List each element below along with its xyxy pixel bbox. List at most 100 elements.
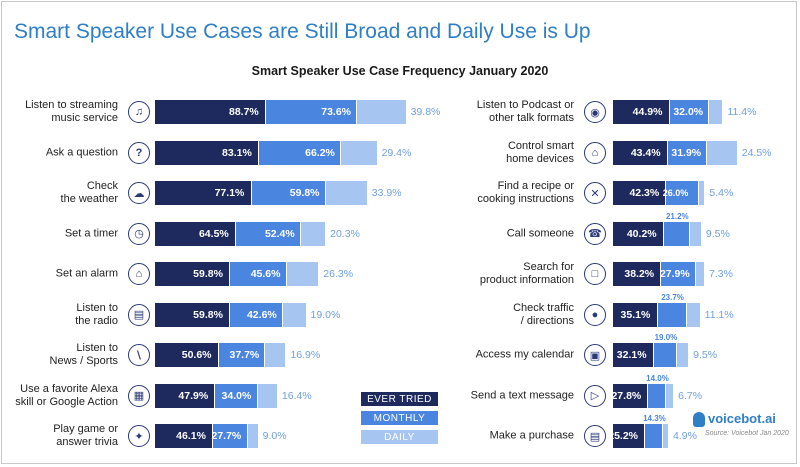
bar-monthly-play-game-or-answer-trivia <box>212 424 247 448</box>
timer-icon: ◷ <box>128 222 150 245</box>
bar-daily-check-the-weather <box>324 181 367 205</box>
bar-monthly-send-a-text-message <box>647 383 665 408</box>
value-label-daily-control-smart-home-devices: 24.5% <box>741 146 772 159</box>
bar-ever-tried-listen-to-the-radio <box>155 302 230 327</box>
bar-ever-tried-set-a-timer <box>155 221 235 246</box>
bar-ever-tried-listen-to-podcast-or-other-talk-formats <box>613 100 669 124</box>
bar-daily-check-traffic-directions <box>685 302 700 327</box>
bar-ever-tried-check-the-weather <box>155 181 251 205</box>
bar-daily-control-smart-home-devices <box>706 140 737 165</box>
bar-daily-search-for-product-information <box>694 262 704 286</box>
value-label-ever-tried-use-a-favorite-alexa-skill-or-google-action: 47.9% <box>178 389 209 402</box>
value-label-monthly-access-my-calendar: 19.0% <box>654 333 678 342</box>
utensils-icon: ✕ <box>584 182 606 204</box>
value-label-ever-tried-play-game-or-answer-trivia: 46.1% <box>176 430 206 442</box>
puzzle-icon: ✦ <box>128 425 150 447</box>
smart-home-icon: ⌂ <box>584 141 606 164</box>
category-label-access-my-calendar: Access my calendar <box>475 348 574 361</box>
value-label-daily-find-a-recipe-or-cooking-instructions: 5.4% <box>709 187 734 199</box>
bar-monthly-search-for-product-information <box>660 262 695 286</box>
value-label-daily-make-a-purchase: 4.9% <box>673 430 697 442</box>
value-label-monthly-listen-to-news-sports: 37.7% <box>229 349 260 361</box>
legend-daily: DAILY <box>361 430 438 444</box>
bar-daily-listen-to-the-radio <box>281 302 306 327</box>
value-label-ever-tried-ask-a-question: 83.1% <box>222 146 252 159</box>
bar-ever-tried-access-my-calendar <box>613 343 653 367</box>
bar-monthly-set-an-alarm <box>229 262 286 286</box>
category-label-set-a-timer: Set a timer <box>64 227 118 239</box>
bar-monthly-check-the-weather <box>250 181 325 205</box>
value-label-monthly-check-traffic-directions: 23.7% <box>661 292 684 302</box>
page-title: Smart Speaker Use Cases are Still Broad … <box>14 20 591 43</box>
phone-icon: ☎ <box>584 222 606 245</box>
category-label-control-smart-home-devices: Control smart home devices <box>506 139 574 165</box>
value-label-daily-check-traffic-directions: 11.1% <box>704 308 734 321</box>
legend-monthly: MONTHLY <box>361 411 438 425</box>
map-pin-icon: ● <box>584 303 606 326</box>
bar-monthly-control-smart-home-devices <box>666 140 707 165</box>
value-label-daily-check-the-weather: 33.9% <box>371 187 402 199</box>
value-label-daily-listen-to-news-sports: 16.9% <box>290 349 321 361</box>
category-label-set-an-alarm: Set an alarm <box>55 267 118 280</box>
value-label-daily-set-a-timer: 20.3% <box>330 227 360 240</box>
calendar-icon: ▣ <box>584 344 606 366</box>
value-label-ever-tried-listen-to-the-radio: 59.8% <box>193 308 223 321</box>
shopping-bag-icon: □ <box>584 263 606 285</box>
value-label-daily-listen-to-podcast-or-other-talk-formats: 11.4% <box>727 106 757 118</box>
value-label-ever-tried-find-a-recipe-or-cooking-instructions: 42.3% <box>629 187 660 199</box>
bar-ever-tried-make-a-purchase <box>613 424 645 448</box>
value-label-monthly-set-a-timer: 52.4% <box>264 227 295 240</box>
value-label-daily-access-my-calendar: 9.5% <box>693 349 718 361</box>
value-label-monthly-play-game-or-answer-trivia: 27.7% <box>211 430 242 442</box>
category-label-listen-to-podcast-or-other-talk-formats: Listen to Podcast or other talk formats <box>476 99 574 124</box>
value-label-daily-call-someone: 9.5% <box>705 227 730 240</box>
category-label-check-the-weather: Check the weather <box>60 180 118 205</box>
microphone-icon: ∖ <box>128 344 150 366</box>
value-label-ever-tried-check-traffic-directions: 35.1% <box>620 308 651 321</box>
chart-subtitle: Smart Speaker Use Case Frequency January… <box>251 64 549 78</box>
category-label-listen-to-streaming-music-service: Listen to streaming music service <box>25 99 118 124</box>
value-label-ever-tried-listen-to-news-sports: 50.6% <box>181 349 212 361</box>
bell-icon: ⌂ <box>128 263 150 285</box>
bar-ever-tried-listen-to-news-sports <box>155 343 218 367</box>
value-label-ever-tried-listen-to-streaming-music-service: 88.7% <box>228 106 259 118</box>
value-label-daily-listen-to-streaming-music-service: 39.8% <box>410 106 441 118</box>
legend-ever-tried: EVER TRIED <box>361 392 438 406</box>
bar-monthly-set-a-timer <box>234 221 300 246</box>
bar-daily-listen-to-podcast-or-other-talk-formats <box>708 100 723 124</box>
bar-ever-tried-set-an-alarm <box>155 262 230 286</box>
bar-ever-tried-call-someone <box>613 221 663 246</box>
bar-daily-find-a-recipe-or-cooking-instructions <box>697 181 705 205</box>
value-label-monthly-call-someone: 21.2% <box>665 211 689 221</box>
value-label-ever-tried-send-a-text-message: 27.8% <box>611 389 642 402</box>
bar-ever-tried-listen-to-streaming-music-service <box>155 100 265 124</box>
value-label-daily-play-game-or-answer-trivia: 9.0% <box>262 430 287 442</box>
category-label-listen-to-news-sports: Listen to News / Sports <box>49 342 118 367</box>
category-label-listen-to-the-radio: Listen to the radio <box>75 301 118 327</box>
bar-daily-ask-a-question <box>340 140 377 165</box>
cloud-icon: ☁ <box>128 182 150 204</box>
category-label-use-a-favorite-alexa-skill-or-google-action: Use a favorite Alexa skill or Google Act… <box>15 382 118 408</box>
shopping-cart-icon: ▤ <box>584 425 606 447</box>
value-label-ever-tried-search-for-product-information: 38.2% <box>624 268 655 280</box>
bar-ever-tried-find-a-recipe-or-cooking-instructions <box>613 181 666 205</box>
value-label-monthly-listen-to-the-radio: 42.6% <box>246 308 277 321</box>
value-label-daily-search-for-product-information: 7.3% <box>709 268 733 280</box>
voicebot-logo-icon <box>693 412 705 427</box>
value-label-monthly-control-smart-home-devices: 31.9% <box>671 146 702 159</box>
podcast-icon: ◉ <box>584 101 606 123</box>
value-label-monthly-send-a-text-message: 14.0% <box>646 373 669 383</box>
source-note: Source: Voicebot Jan 2020 <box>705 430 789 437</box>
bar-monthly-listen-to-podcast-or-other-talk-formats <box>668 100 709 124</box>
bar-daily-access-my-calendar <box>676 343 689 367</box>
value-label-monthly-use-a-favorite-alexa-skill-or-google-action: 34.0% <box>221 389 252 402</box>
value-label-daily-use-a-favorite-alexa-skill-or-google-action: 16.4% <box>281 389 312 402</box>
bar-ever-tried-search-for-product-information <box>613 262 661 286</box>
category-label-call-someone: Call someone <box>506 227 574 239</box>
category-label-ask-a-question: Ask a question <box>45 146 118 158</box>
value-label-ever-tried-make-a-purchase: 25.2% <box>608 430 639 442</box>
bar-daily-make-a-purchase <box>661 424 669 448</box>
brand-logo: voicebot.ai <box>708 411 776 426</box>
bar-monthly-listen-to-news-sports <box>217 343 265 367</box>
